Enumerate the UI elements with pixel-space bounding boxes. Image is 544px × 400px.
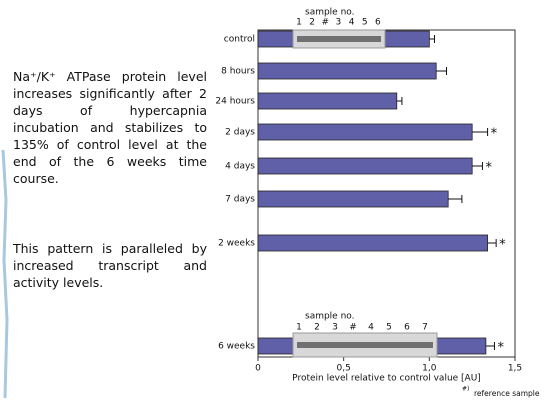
bar [258,63,436,79]
significance: * [491,127,498,142]
lane-label: 1 [296,18,302,28]
x-tick-label: 0,5 [337,364,351,374]
footnote-mark: #) [462,386,469,393]
paragraph: Na⁺/K⁺ ATPase protein level increases si… [13,68,207,187]
blot-title: sample no. [305,8,355,18]
chart: 0 0,5 1,0 1,5 Protein level relative to cont… [0,0,544,400]
lane-label: 6 [375,18,381,28]
y-tick-label: 2 days [225,128,255,138]
bar [258,158,472,174]
lane-label: 2 [314,323,320,333]
lane-label: 6 [404,323,410,333]
y-tick-label: 8 hours [221,67,255,77]
x-tick-label: 0 [255,364,261,374]
paragraph: This pattern is paralleled by increased … [13,240,207,291]
y-tick-label: 2 weeks [218,239,255,249]
x-tick-label: 1,0 [422,364,437,374]
lane-label: # [349,323,357,333]
y-tick-label: 4 days [225,162,255,172]
lane-label: 5 [362,18,368,28]
significance: * [485,161,492,176]
significance: * [499,238,506,253]
lane-label: 1 [296,323,302,333]
bar [258,93,397,109]
y-tick-label: 24 hours [215,97,255,107]
slide: 0 0,5 1,0 1,5 Protein level relative to cont… [0,0,544,400]
lane-label: 3 [332,323,338,333]
blot-title: sample no. [305,312,355,322]
y-tick-label: control [224,35,255,45]
blot-band [297,342,433,348]
blot-band [297,36,381,42]
y-tick-label: 7 days [225,195,255,205]
lane-label: 7 [422,323,428,333]
lane-label: 3 [336,18,342,28]
y-tick-label: 6 weeks [218,342,255,352]
lane-label: 2 [309,18,315,28]
bar [258,235,488,251]
x-tick-label: 1,5 [508,364,522,374]
significance: * [497,341,504,356]
bar [258,124,472,140]
x-axis-label: Protein level relative to control value … [292,374,481,384]
lane-label: 5 [386,323,392,333]
bar [258,191,448,207]
decoration [3,150,7,398]
lane-label: 4 [349,18,355,28]
lane-label: # [322,18,330,28]
lane-label: 4 [368,323,374,333]
footnote: reference sample [474,389,540,398]
